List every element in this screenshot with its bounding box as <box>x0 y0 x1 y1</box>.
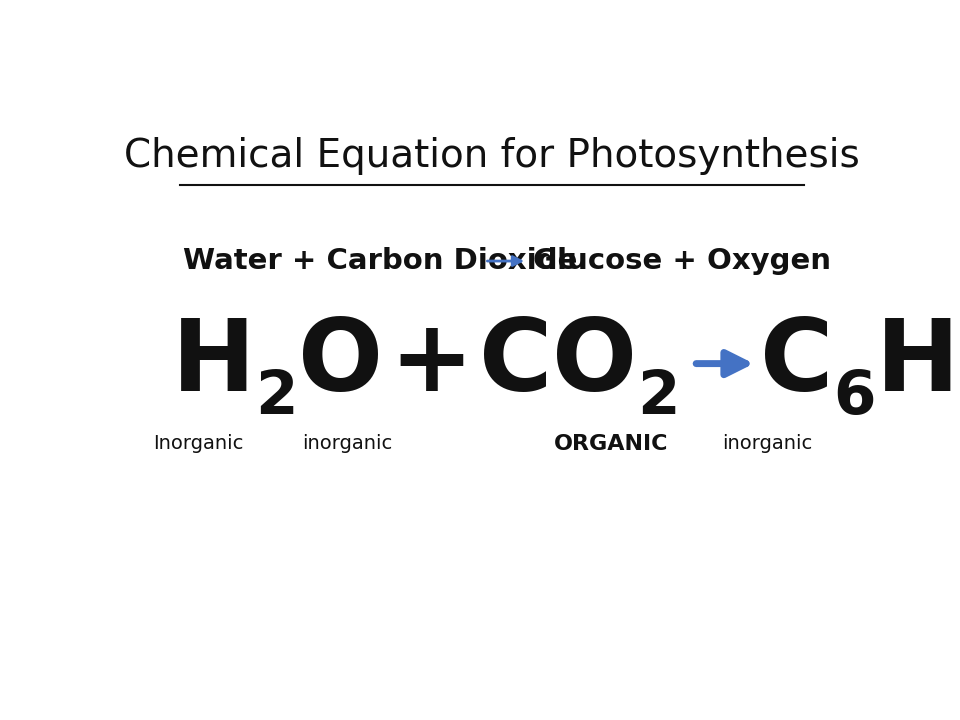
Text: inorganic: inorganic <box>301 434 392 454</box>
Text: inorganic: inorganic <box>722 434 812 454</box>
Text: 2: 2 <box>255 369 299 428</box>
Text: Water + Carbon Dioxide: Water + Carbon Dioxide <box>183 247 578 275</box>
Text: 2: 2 <box>637 369 680 428</box>
Text: 6: 6 <box>833 369 876 428</box>
Text: ORGANIC: ORGANIC <box>554 434 668 454</box>
Text: C: C <box>760 315 833 412</box>
Text: +: + <box>389 315 473 412</box>
Text: Chemical Equation for Photosynthesis: Chemical Equation for Photosynthesis <box>124 137 860 175</box>
Text: Inorganic: Inorganic <box>153 434 243 454</box>
Text: H: H <box>172 315 255 412</box>
Text: Glucose + Oxygen: Glucose + Oxygen <box>533 247 831 275</box>
Text: O: O <box>552 315 637 412</box>
Text: C: C <box>479 315 552 412</box>
Text: O: O <box>299 315 383 412</box>
Text: H: H <box>876 315 960 412</box>
